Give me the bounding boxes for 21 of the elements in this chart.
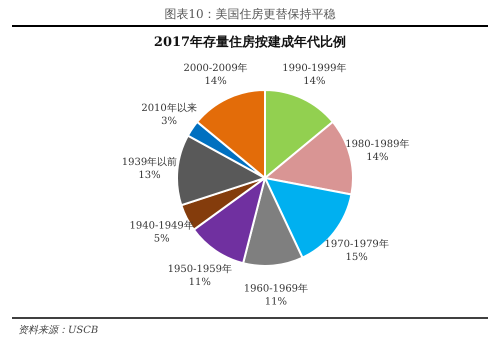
slice-label: 1939年以前 bbox=[122, 156, 178, 168]
slice-label: 1970-1979年 bbox=[324, 238, 389, 250]
data-label: 14% bbox=[303, 76, 326, 88]
data-label: 13% bbox=[138, 170, 161, 182]
data-label: 14% bbox=[204, 76, 227, 88]
slice-label: 1960-1969年 bbox=[244, 282, 308, 294]
slice-label: 1980-1989年 bbox=[345, 138, 410, 150]
data-label: 5% bbox=[154, 234, 170, 245]
slice-label: 2000-2009年 bbox=[183, 62, 248, 74]
chart-subtitle: 2017年存量住房按建成年代比例 bbox=[154, 34, 346, 50]
slice-label: 1990-1999年 bbox=[282, 62, 347, 74]
text: 资料来源：USCB bbox=[18, 324, 98, 336]
chart-title: 图表10：美国住房更替保持平稳 bbox=[164, 7, 336, 21]
data-label: 15% bbox=[346, 252, 368, 264]
slice-label: 2010年以来 bbox=[141, 102, 197, 114]
slice-label: 1950-1959年 bbox=[168, 262, 232, 275]
data-label: 11% bbox=[188, 276, 211, 288]
slice-label: 1940-1949年 bbox=[130, 220, 194, 232]
data-label: 3% bbox=[161, 116, 177, 127]
data-label: 11% bbox=[264, 296, 288, 308]
data-label: 14% bbox=[366, 152, 388, 164]
